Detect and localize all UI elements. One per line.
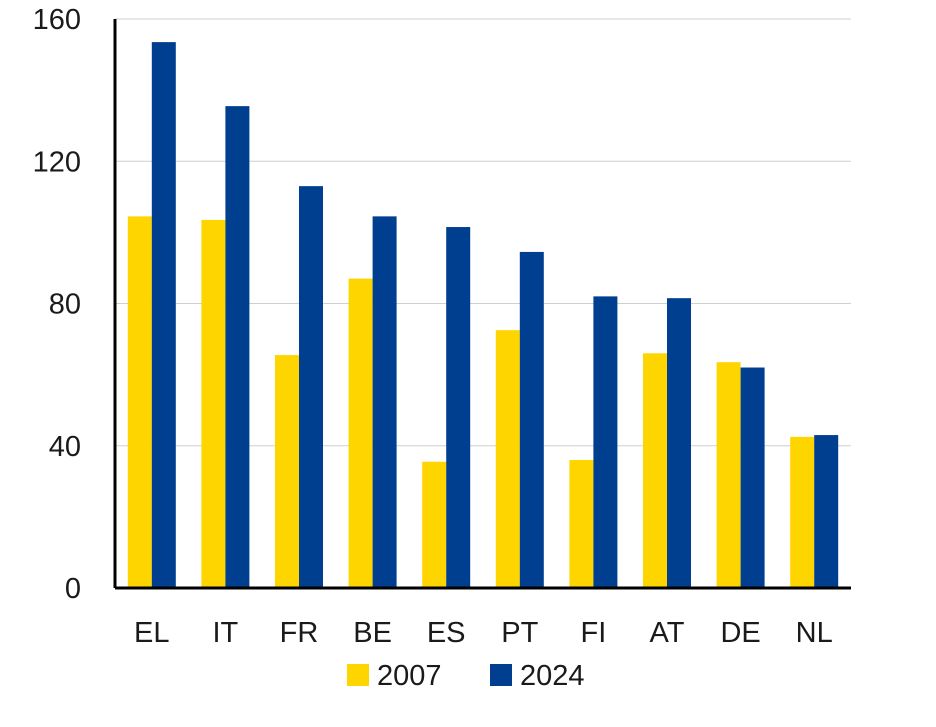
legend-label-2007: 2007: [377, 660, 442, 692]
bar-be-2007: [348, 278, 373, 588]
bar-el-2007: [127, 216, 152, 588]
x-tick-label-at: AT: [650, 617, 685, 649]
bar-pt-2007: [495, 330, 520, 588]
legend-label-2024: 2024: [520, 660, 585, 692]
x-tick-label-fr: FR: [280, 617, 319, 649]
y-tick-label-120: 120: [33, 146, 81, 178]
bar-at-2024: [667, 298, 691, 588]
x-tick-labels: EL IT FR BE ES PT FI AT DE NL: [134, 617, 833, 649]
x-tick-label-el: EL: [134, 617, 169, 649]
bar-fr-2007: [275, 355, 299, 588]
legend-swatch-2024: [490, 664, 512, 686]
bar-fi-2007: [569, 459, 594, 588]
x-tick-label-it: IT: [213, 617, 239, 649]
y-tick-label-80: 80: [49, 289, 81, 321]
bar-be-2024: [372, 216, 397, 588]
bar-nl-2024: [814, 435, 839, 588]
x-tick-label-pt: PT: [501, 617, 538, 649]
bar-de-2007: [716, 362, 741, 588]
x-tick-label-es: ES: [427, 617, 466, 649]
y-tick-label-160: 160: [33, 4, 81, 36]
y-tick-label-0: 0: [65, 573, 81, 605]
bar-fr-2024: [299, 186, 323, 589]
y-tick-labels: 0 40 80 120 160: [33, 4, 81, 605]
bar-es-2007: [422, 461, 447, 588]
bar-nl-2007: [790, 436, 815, 588]
legend: 2007 2024: [347, 660, 585, 692]
x-tick-label-fi: FI: [581, 617, 607, 649]
x-tick-label-be: BE: [353, 617, 392, 649]
bar-pt-2024: [519, 251, 544, 588]
y-tick-label-40: 40: [49, 431, 81, 463]
bar-el-2024: [151, 42, 176, 589]
bar-de-2024: [740, 367, 765, 588]
x-tick-label-de: DE: [720, 617, 760, 649]
bar-fi-2024: [593, 296, 618, 588]
legend-swatch-2007: [347, 664, 369, 686]
x-tick-label-nl: NL: [796, 617, 833, 649]
bar-es-2024: [446, 227, 471, 588]
bar-it-2007: [201, 219, 226, 588]
bars: [127, 42, 839, 589]
bar-at-2007: [643, 353, 667, 588]
axes: [113, 19, 851, 590]
bar-it-2024: [225, 106, 250, 589]
